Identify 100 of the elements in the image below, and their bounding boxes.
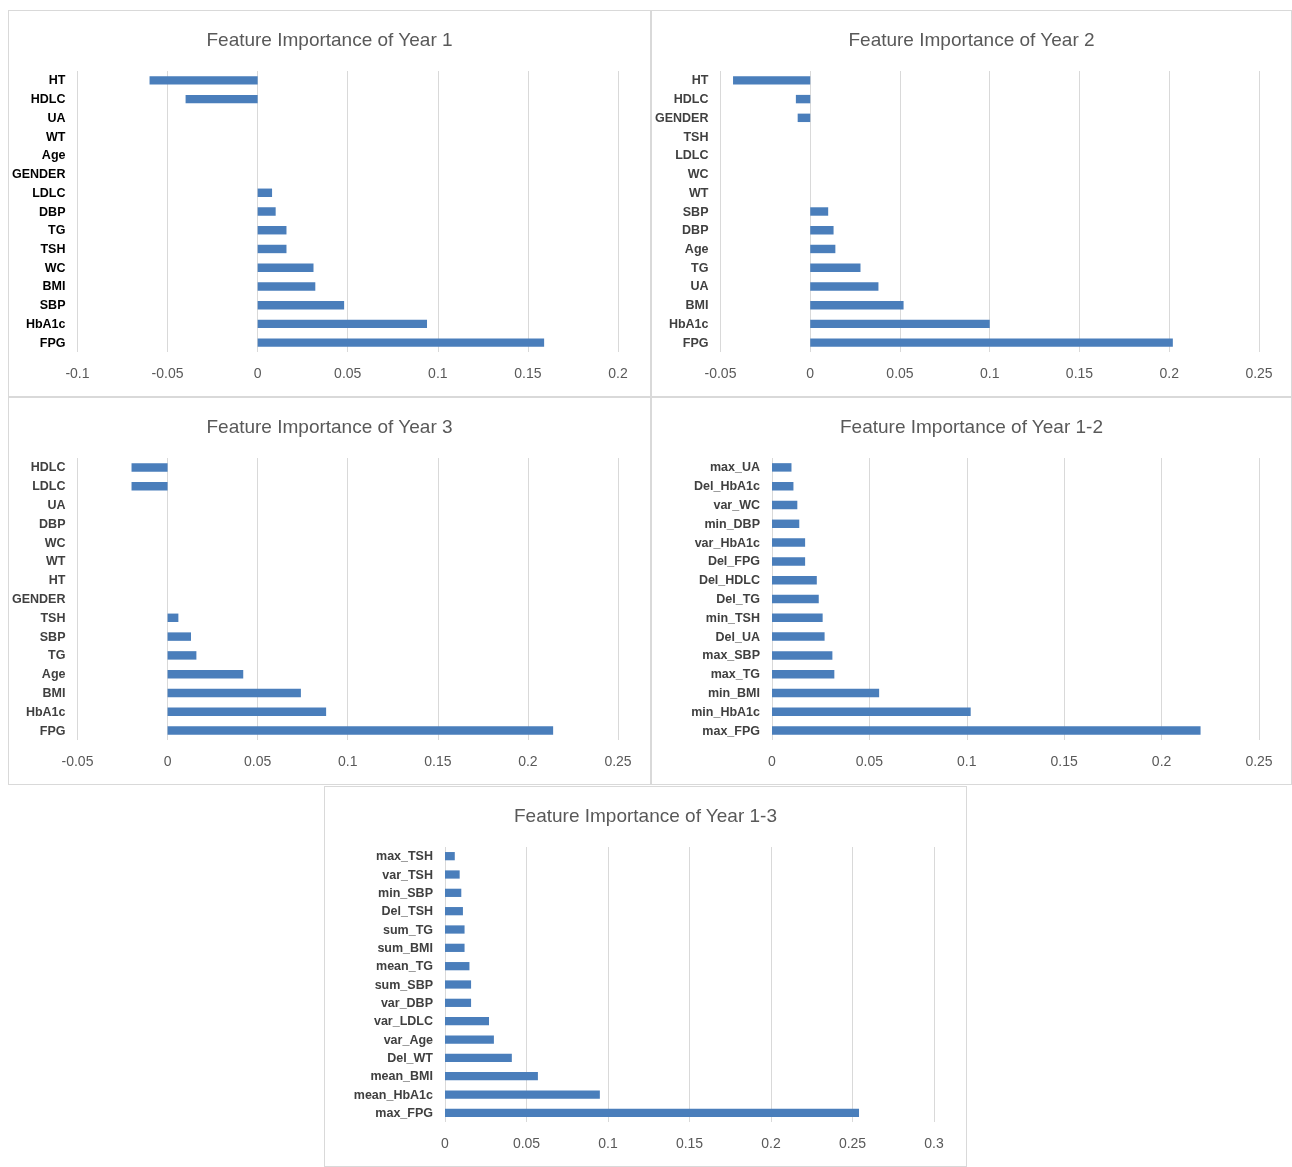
bar: [131, 481, 168, 491]
x-tick-label: 0: [441, 1135, 450, 1151]
bar: [167, 669, 244, 679]
x-tick-label: 0.05: [855, 753, 884, 769]
bar: [810, 226, 834, 235]
y-tick-label: min_HbA1c: [691, 704, 761, 719]
x-tick-label: 0.05: [512, 1135, 541, 1151]
y-tick-label: DBP: [39, 204, 66, 219]
x-tick-label: 0.25: [838, 1135, 867, 1151]
y-tick-label: TSH: [40, 610, 66, 625]
y-tick-label: TG: [691, 260, 709, 275]
bar: [445, 1072, 538, 1081]
y-tick-label: SBP: [39, 298, 66, 313]
bar: [445, 1017, 490, 1026]
bar: [257, 300, 345, 310]
x-tick-label: -0.05: [151, 365, 184, 381]
y-tick-label: UA: [47, 498, 66, 512]
y-tick-label: Del_WT: [387, 1050, 434, 1065]
y-tick-label: var_LDLC: [373, 1014, 433, 1029]
bar: [733, 76, 811, 85]
bar: [772, 519, 800, 529]
y-tick-label: var_Age: [383, 1032, 434, 1047]
bar: [445, 980, 472, 989]
y-tick-label: Del_TSH: [381, 904, 433, 919]
y-tick-label: sum_BMI: [377, 940, 433, 955]
bar: [167, 688, 301, 698]
x-tick-label: 0.25: [1245, 753, 1273, 769]
y-tick-label: max_UA: [709, 460, 760, 475]
x-tick-label: 0.15: [514, 365, 542, 381]
x-tick-label: 0.2: [1159, 365, 1180, 381]
bar: [445, 852, 455, 861]
bar: [445, 1090, 600, 1099]
bar: [772, 651, 833, 660]
bar: [772, 557, 806, 566]
x-tick-label: 0.15: [1050, 753, 1079, 769]
x-tick-label: -0.05: [61, 753, 94, 769]
y-tick-label: SBP: [39, 629, 66, 644]
y-tick-label: LDLC: [675, 148, 709, 163]
y-tick-label: TG: [48, 223, 66, 238]
y-tick-label: min_DBP: [704, 516, 760, 531]
y-tick-label: FPG: [39, 335, 66, 350]
bar: [167, 707, 327, 717]
bar: [167, 651, 197, 660]
y-tick-label: HDLC: [673, 92, 709, 107]
x-tick-label: 0.1: [428, 365, 448, 381]
x-tick-label: 0.15: [1065, 365, 1094, 381]
y-tick-label: Del_FPG: [707, 554, 760, 569]
bar: [445, 888, 462, 897]
bar: [810, 263, 861, 272]
bar: [772, 481, 794, 491]
bar: [810, 319, 990, 329]
bar: [772, 594, 819, 604]
x-tick-label: 0.1: [980, 365, 1000, 381]
y-tick-label: var_DBP: [380, 995, 433, 1010]
y-tick-label: BMI: [42, 279, 66, 294]
y-tick-label: Del_TG: [716, 592, 760, 606]
bar: [810, 207, 829, 216]
y-tick-label: mean_TG: [376, 959, 433, 974]
y-tick-label: WC: [44, 260, 66, 275]
bar: [445, 925, 465, 934]
bar: [772, 669, 835, 679]
y-tick-label: HT: [48, 73, 66, 88]
bar: [772, 726, 1201, 735]
bar: [810, 338, 1173, 347]
chart-title: Feature Importance of Year 2: [848, 29, 1095, 50]
x-tick-label: 0.2: [608, 365, 628, 381]
y-tick-label: max_TSH: [376, 849, 433, 864]
y-tick-label: WC: [687, 167, 709, 182]
y-tick-label: DBP: [39, 516, 66, 531]
x-tick-label: -0.05: [704, 365, 737, 381]
bar: [445, 870, 460, 879]
bar: [772, 575, 817, 585]
bar: [772, 463, 792, 472]
y-tick-label: mean_BMI: [370, 1069, 433, 1084]
bar: [772, 538, 806, 547]
y-tick-label: Age: [41, 667, 66, 682]
bar: [257, 207, 276, 216]
x-tick-label: 0: [163, 753, 172, 769]
y-tick-label: TG: [48, 648, 66, 663]
x-tick-label: 0.15: [424, 753, 452, 769]
bar: [445, 907, 463, 916]
bar: [772, 707, 971, 717]
y-tick-label: FPG: [39, 723, 66, 738]
bar: [810, 244, 836, 254]
x-tick-label: 0.05: [334, 365, 362, 381]
x-tick-label: 0.1: [338, 753, 358, 769]
bar: [445, 1108, 860, 1117]
y-tick-label: var_HbA1c: [694, 535, 761, 550]
x-tick-label: 0.25: [1245, 365, 1273, 381]
bar: [257, 282, 316, 291]
y-tick-label: LDLC: [32, 185, 66, 200]
y-tick-label: HbA1c: [668, 316, 709, 331]
x-tick-label: 0: [806, 365, 815, 381]
x-tick-label: 0.1: [957, 753, 977, 769]
bar: [810, 282, 879, 291]
y-tick-label: WC: [44, 535, 66, 550]
chart-title: Feature Importance of Year 1-3: [514, 805, 777, 826]
y-tick-label: HDLC: [30, 460, 66, 475]
x-tick-label: 0.15: [675, 1135, 704, 1151]
y-tick-label: DBP: [682, 223, 709, 238]
